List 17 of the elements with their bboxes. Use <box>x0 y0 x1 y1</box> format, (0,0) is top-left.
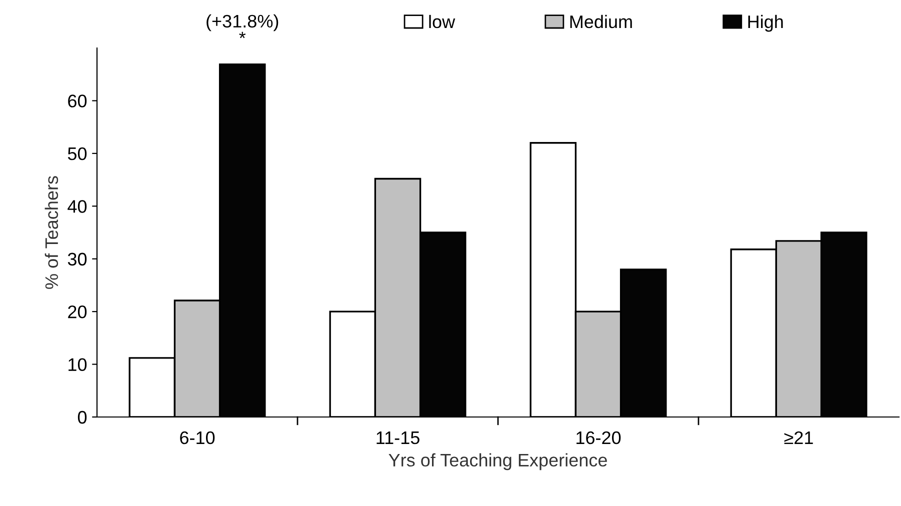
y-tick-label: 30 <box>68 252 87 266</box>
x-tick-label: ≥21 <box>784 431 813 444</box>
x-tick-label: 16-20 <box>576 431 621 444</box>
y-axis-title: % of Teachers <box>44 176 58 289</box>
x-tick-label: 6-10 <box>180 431 215 444</box>
legend-label: low <box>429 14 456 28</box>
x-tick-label: 11-15 <box>376 432 420 444</box>
y-tick-label: 10 <box>68 358 87 372</box>
y-tick-label: 60 <box>68 94 87 108</box>
text: (+31.8%) * <box>206 14 278 38</box>
legend-label: High <box>748 14 783 32</box>
x-axis-title: Yrs of Teaching Experience <box>388 453 607 470</box>
y-tick-label: 50 <box>68 147 87 160</box>
legend-label: Medium <box>570 14 632 28</box>
y-tick-label: 20 <box>68 306 87 318</box>
y-tick-label: 40 <box>68 200 87 213</box>
y-tick-label: 0 <box>78 410 87 424</box>
